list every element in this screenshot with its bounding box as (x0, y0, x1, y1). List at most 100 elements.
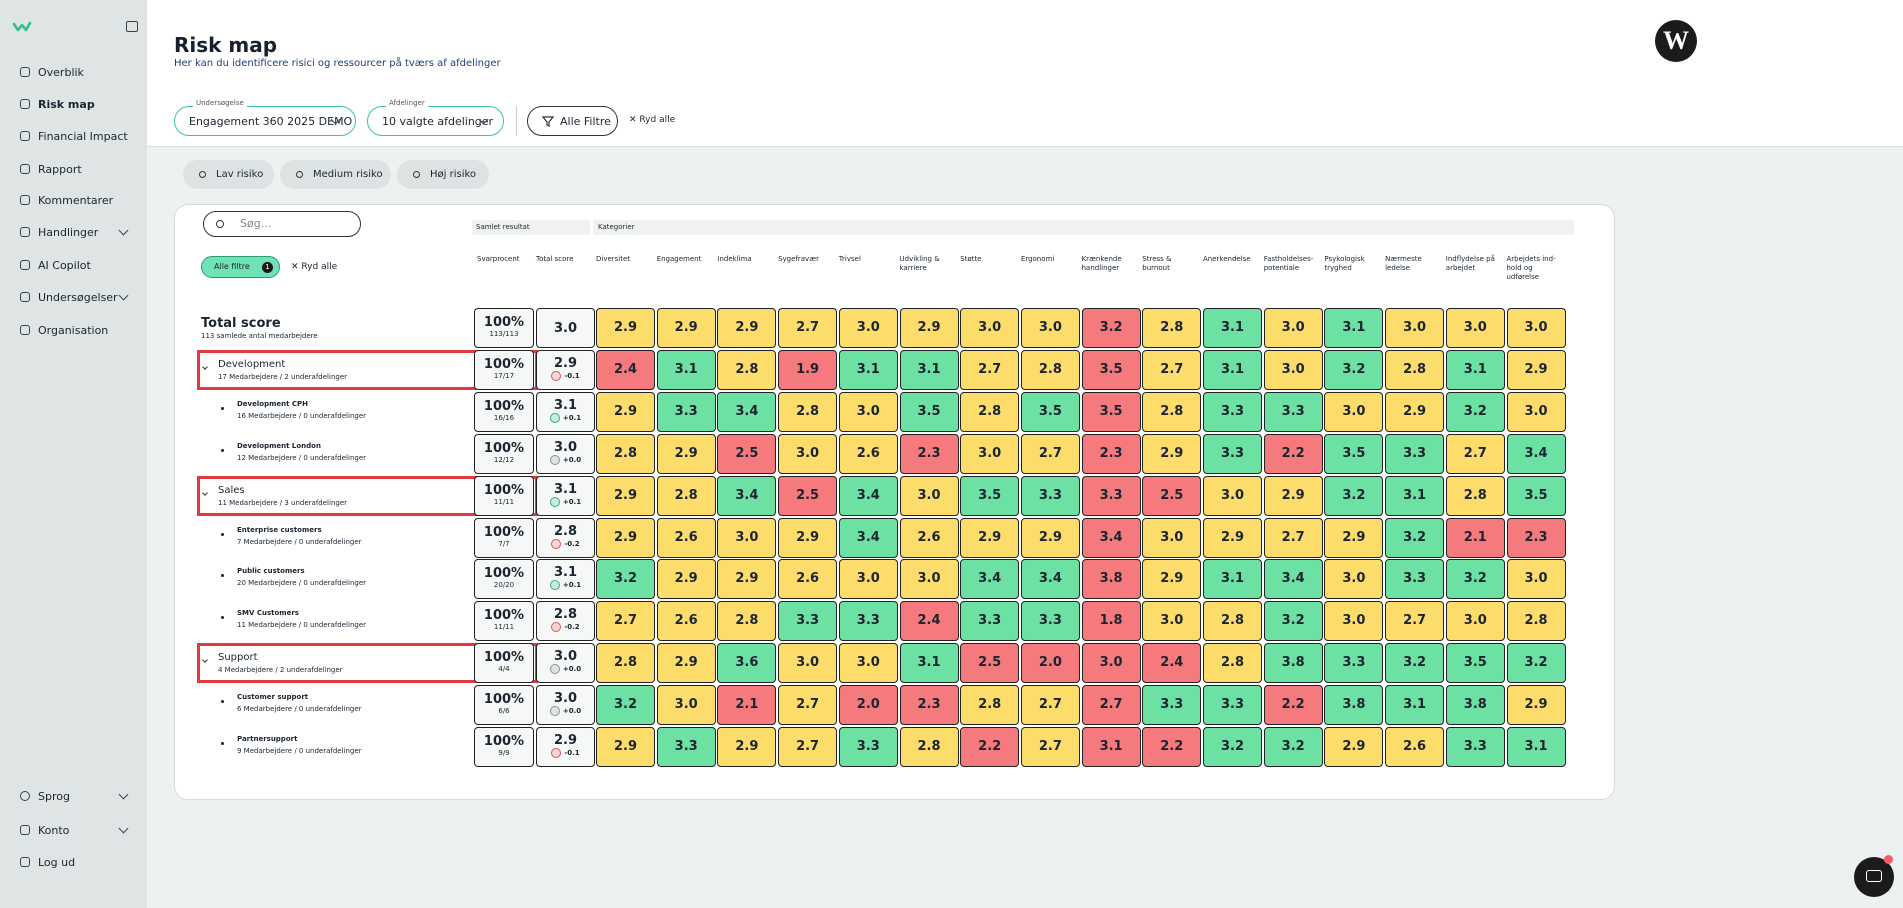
risk-cell[interactable]: 3.0 (899, 559, 959, 600)
risk-cell[interactable]: 3.4 (717, 475, 777, 516)
risk-cell[interactable]: 2.8 (1203, 601, 1262, 642)
risk-cell[interactable]: 3.6 (717, 643, 777, 684)
risk-cell[interactable]: 3.1 (899, 643, 959, 684)
risk-cell[interactable]: 3.0 (1203, 475, 1262, 516)
risk-cell[interactable]: 2.8 (717, 349, 777, 390)
risk-cell[interactable]: 2.0 (838, 685, 898, 726)
risk-cell[interactable]: 3.5 (960, 475, 1020, 516)
risk-cell[interactable]: 2.9 (1506, 685, 1566, 726)
risk-cell[interactable]: 2.9 (596, 475, 655, 516)
risk-cell[interactable]: 2.7 (596, 601, 655, 642)
risk-cell[interactable]: 3.0 (1506, 308, 1566, 348)
risk-cell[interactable]: 3.3 (960, 601, 1020, 642)
risk-cell[interactable]: 3.0 (717, 517, 777, 558)
risk-cell[interactable]: 2.6 (838, 433, 898, 474)
risk-cell[interactable]: 2.7 (1020, 685, 1080, 726)
risk-cell[interactable]: 3.3 (778, 601, 838, 642)
risk-cell[interactable]: 2.9 (656, 308, 716, 348)
risk-cell[interactable]: 2.9 (1385, 391, 1445, 432)
search-input[interactable]: Søg... (203, 211, 361, 237)
risk-cell[interactable]: 2.9 (1203, 517, 1262, 558)
risk-cell[interactable]: 3.2 (596, 685, 655, 726)
risk-cell[interactable]: 2.8 (1203, 643, 1262, 684)
risk-cell[interactable]: 2.7 (1142, 349, 1202, 390)
risk-cell[interactable]: 2.7 (1445, 433, 1505, 474)
risk-cell[interactable]: 2.8 (778, 391, 838, 432)
nav-item[interactable]: Rapport (20, 158, 138, 180)
risk-cell[interactable]: 3.2 (1081, 308, 1141, 348)
chat-button[interactable] (1854, 855, 1894, 897)
risk-cell[interactable]: 2.8 (596, 643, 655, 684)
risk-cell[interactable]: 1.9 (778, 349, 838, 390)
risk-cell[interactable]: 3.2 (1263, 601, 1323, 642)
risk-cell[interactable]: 3.5 (1445, 643, 1505, 684)
nav-item[interactable]: Financial Impact (20, 125, 138, 147)
risk-cell[interactable]: 3.0 (838, 308, 898, 348)
clear-filters[interactable]: ✕ Ryd alle (629, 115, 675, 125)
risk-cell[interactable]: 3.3 (838, 727, 898, 767)
risk-cell[interactable]: 2.6 (656, 601, 716, 642)
risk-cell[interactable]: 3.0 (899, 475, 959, 516)
risk-cell[interactable]: 2.0 (1020, 643, 1080, 684)
risk-cell[interactable]: 1.8 (1081, 601, 1141, 642)
nav-item[interactable]: Log ud (20, 851, 138, 873)
risk-cell[interactable]: 2.5 (1142, 475, 1202, 516)
risk-cell[interactable]: 3.0 (1385, 308, 1445, 348)
risk-cell[interactable]: 2.9 (656, 559, 716, 600)
risk-cell[interactable]: 3.0 (960, 433, 1020, 474)
risk-cell[interactable]: 2.6 (899, 517, 959, 558)
risk-cell[interactable]: 2.6 (1385, 727, 1445, 767)
risk-cell[interactable]: 2.7 (1020, 433, 1080, 474)
risk-cell[interactable]: 3.3 (1203, 685, 1262, 726)
risk-cell[interactable]: 3.1 (1203, 349, 1262, 390)
risk-cell[interactable]: 3.0 (838, 643, 898, 684)
risk-cell[interactable]: 3.1 (656, 349, 716, 390)
nav-item[interactable]: Sprog (20, 785, 138, 807)
nav-item[interactable]: Konto (20, 819, 138, 841)
risk-cell[interactable]: 2.9 (717, 308, 777, 348)
risk-cell[interactable]: 3.2 (1385, 517, 1445, 558)
risk-cell[interactable]: 2.8 (899, 727, 959, 767)
risk-cell[interactable]: 3.3 (1081, 475, 1141, 516)
risk-cell[interactable]: 3.0 (1324, 559, 1384, 600)
risk-cell[interactable]: 2.9 (1263, 475, 1323, 516)
risk-cell[interactable]: 2.4 (899, 601, 959, 642)
legend-chip[interactable]: Lav risiko (183, 160, 274, 189)
legend-chip[interactable]: Høj risiko (397, 160, 489, 189)
risk-cell[interactable]: 3.8 (1445, 685, 1505, 726)
risk-cell[interactable]: 3.3 (1385, 433, 1445, 474)
risk-cell[interactable]: 3.2 (1445, 391, 1505, 432)
risk-cell[interactable]: 2.7 (1020, 727, 1080, 767)
risk-cell[interactable]: 3.5 (1081, 391, 1141, 432)
risk-cell[interactable]: 3.0 (1506, 559, 1566, 600)
risk-cell[interactable]: 2.7 (960, 349, 1020, 390)
risk-cell[interactable]: 3.0 (960, 308, 1020, 348)
risk-cell[interactable]: 3.3 (1385, 559, 1445, 600)
risk-cell[interactable]: 3.0 (838, 559, 898, 600)
risk-cell[interactable]: 2.1 (1445, 517, 1505, 558)
risk-cell[interactable]: 2.6 (656, 517, 716, 558)
risk-cell[interactable]: 2.9 (1142, 559, 1202, 600)
risk-cell[interactable]: 3.4 (1263, 559, 1323, 600)
risk-cell[interactable]: 2.8 (1385, 349, 1445, 390)
risk-cell[interactable]: 2.9 (596, 727, 655, 767)
risk-cell[interactable]: 3.0 (1081, 643, 1141, 684)
risk-cell[interactable]: 2.5 (717, 433, 777, 474)
risk-cell[interactable]: 2.8 (1142, 308, 1202, 348)
risk-cell[interactable]: 2.9 (656, 643, 716, 684)
risk-cell[interactable]: 2.6 (778, 559, 838, 600)
risk-cell[interactable]: 3.1 (899, 349, 959, 390)
risk-cell[interactable]: 3.4 (1020, 559, 1080, 600)
risk-cell[interactable]: 2.7 (778, 308, 838, 348)
risk-cell[interactable]: 3.2 (1324, 349, 1384, 390)
risk-cell[interactable]: 3.5 (1324, 433, 1384, 474)
active-filters-chip[interactable]: Alle filtre 1 (201, 256, 280, 278)
risk-cell[interactable]: 3.3 (1445, 727, 1505, 767)
risk-cell[interactable]: 3.3 (1020, 475, 1080, 516)
risk-cell[interactable]: 3.3 (656, 727, 716, 767)
risk-cell[interactable]: 2.8 (596, 433, 655, 474)
risk-cell[interactable]: 3.2 (1263, 727, 1323, 767)
risk-cell[interactable]: 3.2 (1324, 475, 1384, 516)
risk-cell[interactable]: 2.8 (1445, 475, 1505, 516)
risk-cell[interactable]: 3.1 (1385, 475, 1445, 516)
